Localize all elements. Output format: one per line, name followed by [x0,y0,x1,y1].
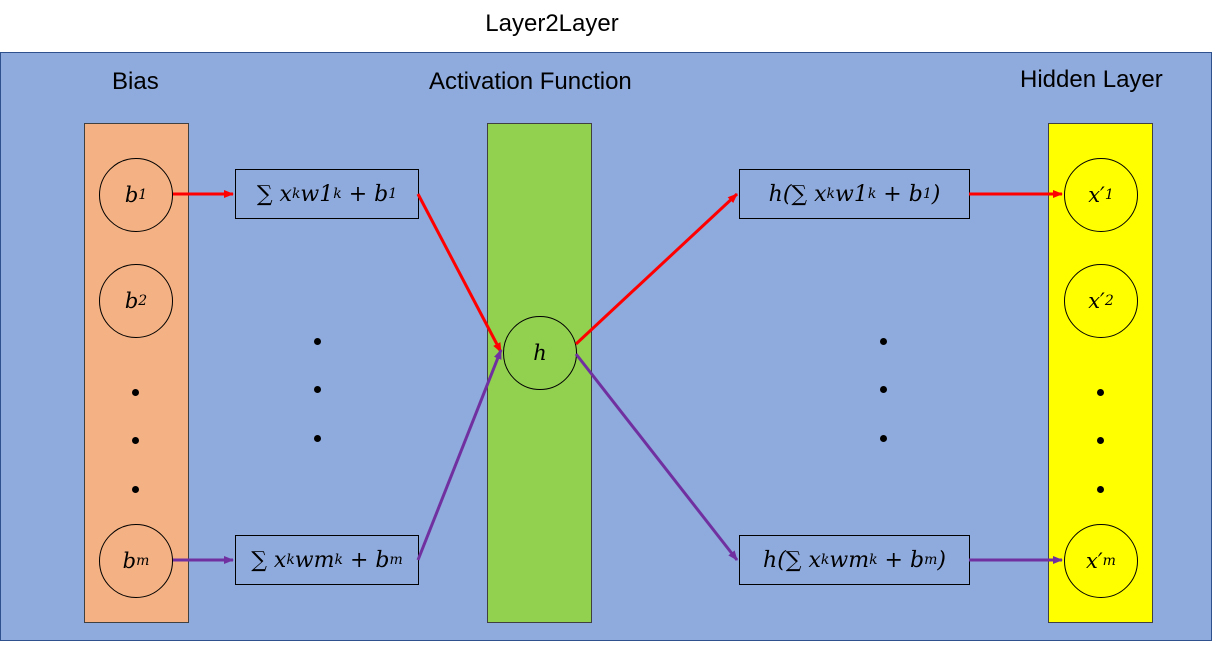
hidden-ellipsis-dot [1097,389,1104,396]
activation-output-1-text: h(∑ x [768,181,827,207]
activation-output-m-sub2: k [869,552,878,568]
bias-node-1-sub: 1 [138,187,148,203]
activation-output-box-1: h(∑ x k w1 k + b 1) [739,169,970,219]
weighted-sum-m-mid: wm [294,547,335,573]
activation-node: h [503,316,577,390]
bias-node-2-sub: 2 [138,293,148,309]
weighted-sum-1-sub3: 1 [388,186,398,202]
sum-ellipsis-dot [314,386,321,393]
bias-ellipsis-dot [132,486,139,493]
activation-output-1-close: ) [931,181,941,207]
output-ellipsis-dot [880,386,887,393]
sum-ellipsis-dot [314,435,321,442]
hidden-node-1-base: x′ [1088,183,1105,207]
bias-ellipsis-dot [132,437,139,444]
bias-ellipsis-dot [132,389,139,396]
bias-node-m-base: b [122,549,137,573]
weighted-sum-1-sub1: k [291,186,301,202]
activation-section-title: Activation Function [429,68,632,95]
weighted-sum-1-sub2: k [333,186,342,202]
activation-output-1-sub2: k [867,186,877,202]
activation-column [487,123,592,623]
weighted-sum-1-mid: w1 [300,181,334,207]
hidden-node-m-sub: m [1102,553,1116,569]
hidden-node-m: x′ m [1064,524,1138,598]
output-ellipsis-dot [880,435,887,442]
hidden-ellipsis-dot [1097,437,1104,444]
activation-output-box-m: h(∑ x k wm k + b m) [739,535,970,585]
activation-output-m-sub1: k [820,552,830,568]
activation-output-m-text: h(∑ x [763,547,821,573]
weighted-sum-1-tail: + b [341,181,389,207]
activation-output-m-close: ) [937,547,946,573]
bias-section-title: Bias [112,68,159,95]
output-ellipsis-dot [880,338,887,345]
bias-node-m-sub: m [136,553,150,569]
bias-node-1-base: b [124,183,139,207]
hidden-node-2-base: x′ [1088,289,1105,313]
hidden-ellipsis-dot [1097,486,1104,493]
activation-output-1-mid: w1 [835,181,868,207]
hidden-section-title: Hidden Layer [1020,66,1163,93]
arrow-sum1-to-activation [416,193,503,353]
weighted-sum-m-tail: + b [342,547,390,573]
activation-output-m-sub3: m [924,552,938,568]
weighted-sum-m-sub1: k [286,552,295,568]
arrow-summ-to-activation [416,349,503,561]
sum-ellipsis-dot [314,338,321,345]
activation-output-1-sub1: k [826,186,835,202]
hidden-node-2-sub: 2 [1104,293,1114,309]
activation-output-m-tail: + b [877,547,925,573]
weighted-sum-m-sub3: m [389,552,403,568]
activation-output-1-sub3: 1 [922,186,932,202]
weighted-sum-m-sub2: k [334,552,343,568]
hidden-node-1: x′ 1 [1064,158,1138,232]
arrow-activation-to-output1 [574,192,739,346]
arrow-activation-to-outputm [574,353,739,561]
weighted-sum-1-text: ∑ x [256,181,292,207]
activation-output-1-tail: + b [876,181,923,207]
activation-output-m-mid: wm [829,547,870,573]
hidden-node-2: x′ 2 [1064,264,1138,338]
bias-node-2-base: b [124,289,139,313]
hidden-node-1-sub: 1 [1104,187,1114,203]
activation-node-label: h [533,341,547,365]
diagram-panel [0,52,1212,641]
hidden-node-m-base: x′ [1086,549,1103,573]
weighted-sum-m-text: ∑ x [251,547,287,573]
diagram-title: Layer2Layer [485,10,619,37]
